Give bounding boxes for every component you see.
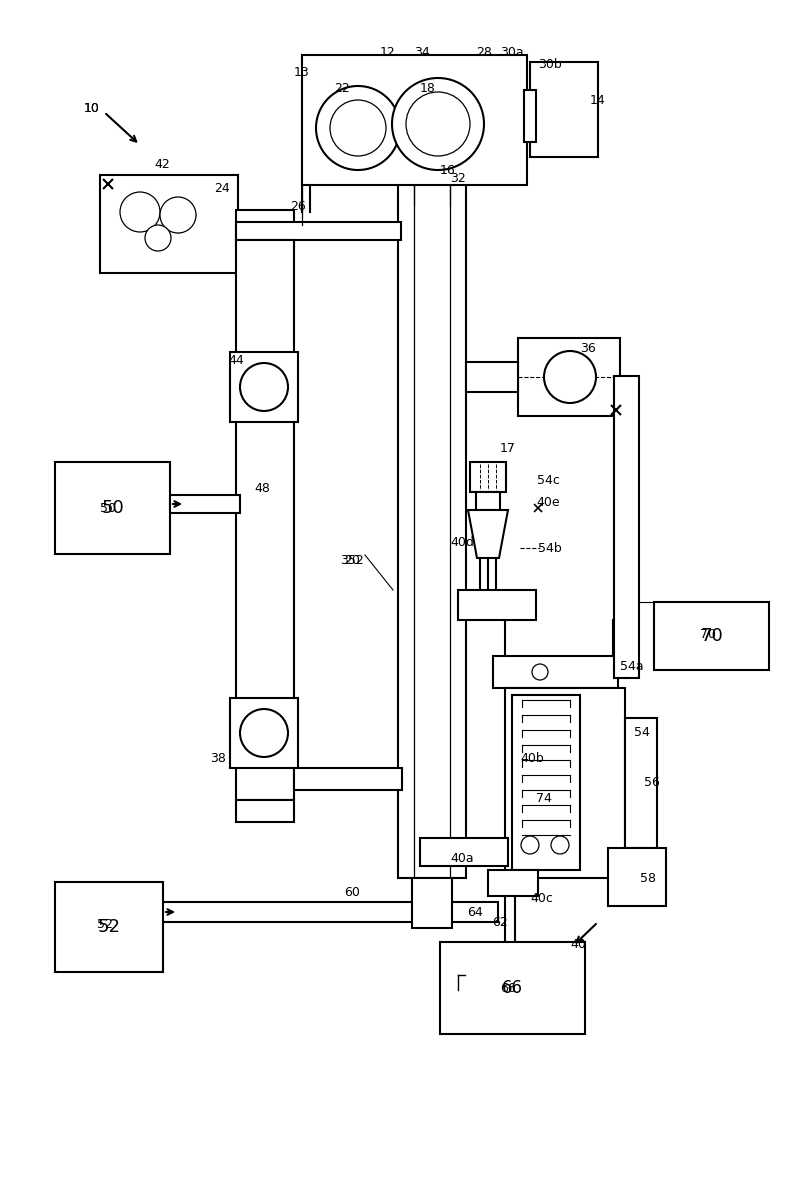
Text: 352: 352 (340, 553, 364, 566)
Circle shape (544, 351, 596, 403)
Bar (412, 879, 452, 928)
Bar (302, 55, 527, 186)
Text: 70: 70 (700, 628, 716, 642)
Text: 12: 12 (380, 45, 396, 59)
Text: 40e: 40e (536, 496, 560, 509)
Bar (458, 590, 536, 620)
Text: 17: 17 (500, 442, 516, 455)
Bar (170, 496, 240, 514)
Text: 30b: 30b (538, 59, 562, 72)
Text: 30a: 30a (500, 45, 524, 59)
Text: 64: 64 (467, 905, 483, 918)
Text: 62: 62 (492, 916, 508, 929)
Bar (614, 376, 639, 678)
Bar (100, 175, 238, 273)
Bar (625, 718, 657, 847)
Text: 54c: 54c (537, 474, 559, 486)
Text: 16: 16 (440, 164, 456, 176)
Bar (505, 688, 625, 879)
Bar (55, 462, 170, 554)
Text: 54a: 54a (620, 660, 644, 673)
Text: 44: 44 (228, 353, 244, 366)
Bar (470, 462, 506, 492)
Text: 10: 10 (84, 102, 100, 115)
Text: 50: 50 (102, 499, 124, 517)
Text: 40: 40 (570, 937, 586, 950)
Text: 56: 56 (644, 776, 660, 789)
Text: 74: 74 (536, 791, 552, 804)
Text: 60: 60 (344, 886, 360, 899)
Bar (488, 870, 538, 897)
Circle shape (532, 664, 548, 680)
Text: 42: 42 (154, 158, 170, 170)
Circle shape (392, 78, 484, 170)
Text: 40d: 40d (450, 535, 474, 548)
Bar (236, 800, 294, 822)
Text: 40c: 40c (530, 892, 554, 905)
Circle shape (551, 836, 569, 853)
Circle shape (316, 86, 400, 170)
Circle shape (120, 192, 160, 232)
Text: 66: 66 (502, 979, 522, 997)
Bar (398, 78, 466, 879)
Bar (236, 209, 294, 248)
Text: 52: 52 (98, 918, 121, 936)
Text: 22: 22 (334, 81, 350, 95)
Text: 54: 54 (634, 725, 650, 739)
Text: 50: 50 (100, 502, 116, 515)
Bar (158, 903, 498, 922)
Text: 38: 38 (210, 752, 226, 765)
Circle shape (240, 709, 288, 757)
Text: 20: 20 (344, 553, 360, 566)
Bar (512, 695, 580, 870)
Text: 54b: 54b (538, 541, 562, 554)
Text: 34: 34 (414, 45, 430, 59)
Bar (530, 62, 598, 157)
Text: 10: 10 (84, 102, 100, 115)
Bar (654, 602, 769, 670)
Bar (518, 338, 620, 417)
Bar (236, 221, 401, 241)
Circle shape (145, 225, 171, 251)
Text: 58: 58 (640, 871, 656, 885)
Text: 24: 24 (214, 182, 230, 194)
Text: 28: 28 (476, 45, 492, 59)
Text: 32: 32 (450, 171, 466, 184)
Text: 48: 48 (254, 481, 270, 494)
Text: 26: 26 (290, 200, 306, 213)
Bar (230, 352, 298, 423)
Bar (440, 942, 585, 1034)
Circle shape (521, 836, 539, 853)
Bar (230, 698, 298, 768)
Text: 40b: 40b (520, 752, 544, 765)
Text: 14: 14 (590, 93, 606, 107)
Bar (524, 90, 536, 142)
Text: 18: 18 (420, 81, 436, 95)
Text: 40a: 40a (450, 851, 474, 864)
Bar (420, 838, 508, 865)
Bar (608, 847, 666, 906)
Circle shape (240, 363, 288, 411)
Bar (294, 768, 402, 790)
Circle shape (160, 198, 196, 233)
Text: 36: 36 (580, 341, 596, 354)
Text: 52: 52 (97, 918, 113, 931)
Circle shape (330, 101, 386, 156)
Bar (236, 241, 294, 800)
Text: 13: 13 (294, 66, 310, 79)
Bar (466, 361, 518, 391)
Bar (55, 882, 163, 972)
Bar (476, 492, 500, 510)
Bar (493, 656, 618, 688)
Text: 70: 70 (701, 627, 723, 645)
Text: 66: 66 (500, 982, 516, 995)
Circle shape (406, 92, 470, 156)
Polygon shape (468, 510, 508, 558)
